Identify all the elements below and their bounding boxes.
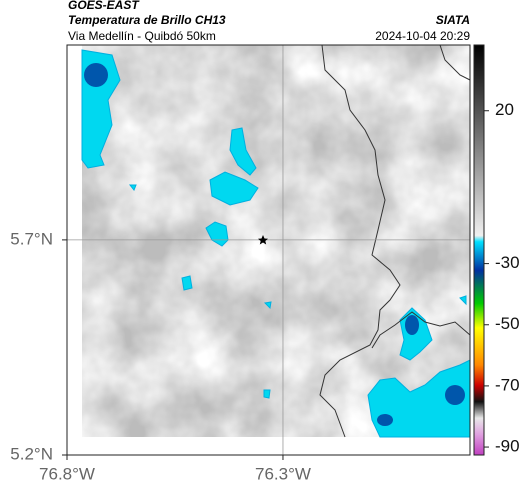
source-label: SIATA bbox=[436, 13, 470, 27]
map-frame bbox=[66, 44, 471, 456]
satellite-image bbox=[81, 44, 471, 438]
colorbar-tick-label: 20 bbox=[495, 100, 514, 119]
colorbar-tick-label: -90 bbox=[495, 437, 520, 456]
y-tick-label: 5.2°N bbox=[10, 444, 53, 463]
location-marker bbox=[258, 235, 268, 245]
x-tick-label: 76.3°W bbox=[255, 464, 311, 483]
colorbar-tick-label: -70 bbox=[495, 375, 520, 394]
satellite-title: GOES-EAST bbox=[68, 0, 140, 12]
colorbar bbox=[473, 44, 485, 456]
product-title: Temperatura de Brillo CH13 bbox=[68, 13, 226, 27]
colorbar-tick-label: -50 bbox=[495, 314, 520, 333]
timestamp: 2024-10-04 20:29 bbox=[375, 29, 470, 43]
colorbar-tick-label: -30 bbox=[495, 253, 520, 272]
x-tick-label: 76.8°W bbox=[39, 464, 95, 483]
y-tick-label: 5.7°N bbox=[10, 229, 53, 248]
route-subtitle: Via Medellín - Quibdó 50km bbox=[68, 29, 216, 43]
